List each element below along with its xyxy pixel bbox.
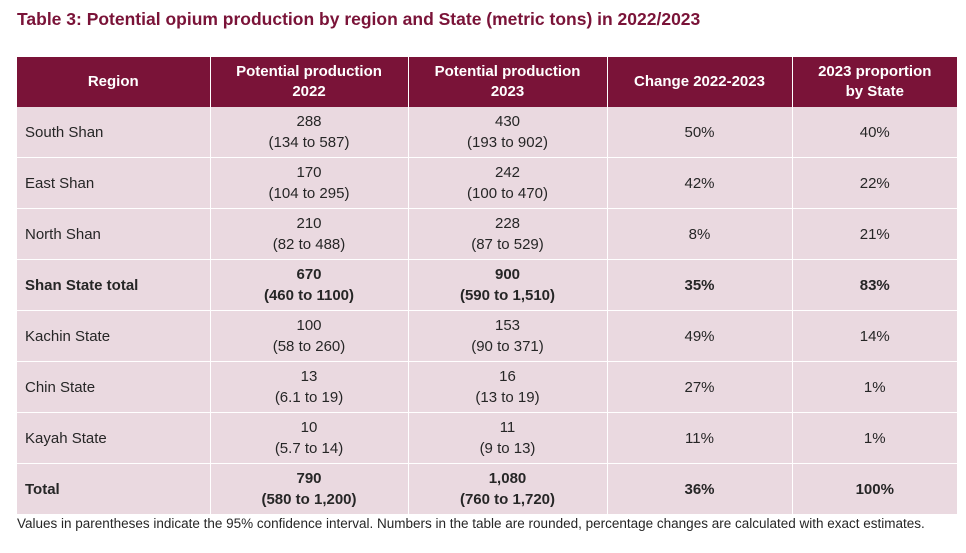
cell-production-2022: 790 (580 to 1,200) xyxy=(210,463,409,515)
header-proportion: 2023 proportion by State xyxy=(792,57,957,107)
header-production-2023: Potential production 2023 xyxy=(408,57,608,107)
cell-proportion: 83% xyxy=(792,259,957,311)
cell-production-2022: 288 (134 to 587) xyxy=(210,107,409,158)
cell-production-2022: 210 (82 to 488) xyxy=(210,208,409,260)
cell-proportion: 1% xyxy=(792,412,957,464)
cell-region: East Shan xyxy=(17,157,211,209)
cell-proportion: 40% xyxy=(792,107,957,158)
cell-change: 35% xyxy=(607,259,793,311)
cell-region: Chin State xyxy=(17,361,211,413)
table-row: Chin State 13 (6.1 to 19) 16 (13 to 19) 27% 1% xyxy=(17,361,957,413)
header-production-2022: Potential production 2022 xyxy=(210,57,409,107)
table-row: Total 790 (580 to 1,200) 1,080 (760 to 1,720… xyxy=(17,463,957,515)
cell-proportion: 22% xyxy=(792,157,957,209)
cell-region: Kachin State xyxy=(17,310,211,362)
header-region: Region xyxy=(17,57,211,107)
cell-production-2023: 16 (13 to 19) xyxy=(408,361,608,413)
cell-change: 42% xyxy=(607,157,793,209)
cell-production-2022: 100 (58 to 260) xyxy=(210,310,409,362)
table-row: East Shan 170 (104 to 295) 242 (100 to 470) 4… xyxy=(17,157,957,209)
cell-region: North Shan xyxy=(17,208,211,260)
cell-production-2023: 228 (87 to 529) xyxy=(408,208,608,260)
cell-production-2022: 670 (460 to 1100) xyxy=(210,259,409,311)
cell-production-2023: 11 (9 to 13) xyxy=(408,412,608,464)
cell-region: Shan State total xyxy=(17,259,211,311)
cell-region: Kayah State xyxy=(17,412,211,464)
cell-change: 11% xyxy=(607,412,793,464)
cell-production-2022: 13 (6.1 to 19) xyxy=(210,361,409,413)
cell-change: 8% xyxy=(607,208,793,260)
cell-region: Total xyxy=(17,463,211,515)
cell-production-2023: 430 (193 to 902) xyxy=(408,107,608,158)
cell-change: 36% xyxy=(607,463,793,515)
header-row: Region Potential production 2022 Potentia… xyxy=(17,57,957,107)
cell-change: 49% xyxy=(607,310,793,362)
table-row: Kayah State 10 (5.7 to 14) 11 (9 to 13) 11% 1% xyxy=(17,412,957,464)
cell-proportion: 100% xyxy=(792,463,957,515)
table-row: South Shan 288 (134 to 587) 430 (193 to 902)… xyxy=(17,107,957,158)
cell-production-2022: 10 (5.7 to 14) xyxy=(210,412,409,464)
cell-proportion: 21% xyxy=(792,208,957,260)
cell-change: 27% xyxy=(607,361,793,413)
table-row: Shan State total 670 (460 to 1100) 900 (590 … xyxy=(17,259,957,311)
cell-proportion: 1% xyxy=(792,361,957,413)
table-row: Kachin State 100 (58 to 260) 153 (90 to 371)… xyxy=(17,310,957,362)
cell-production-2023: 900 (590 to 1,510) xyxy=(408,259,608,311)
cell-change: 50% xyxy=(607,107,793,158)
header-change: Change 2022-2023 xyxy=(607,57,793,107)
cell-production-2023: 1,080 (760 to 1,720) xyxy=(408,463,608,515)
table-footnote: Values in parentheses indicate the 95% c… xyxy=(17,516,925,531)
cell-production-2023: 242 (100 to 470) xyxy=(408,157,608,209)
opium-production-table: Region Potential production 2022 Potentia… xyxy=(17,57,957,515)
table-title: Table 3: Potential opium production by r… xyxy=(17,9,701,29)
cell-region: South Shan xyxy=(17,107,211,158)
cell-production-2022: 170 (104 to 295) xyxy=(210,157,409,209)
table-row: North Shan 210 (82 to 488) 228 (87 to 529) 8%… xyxy=(17,208,957,260)
cell-production-2023: 153 (90 to 371) xyxy=(408,310,608,362)
cell-proportion: 14% xyxy=(792,310,957,362)
